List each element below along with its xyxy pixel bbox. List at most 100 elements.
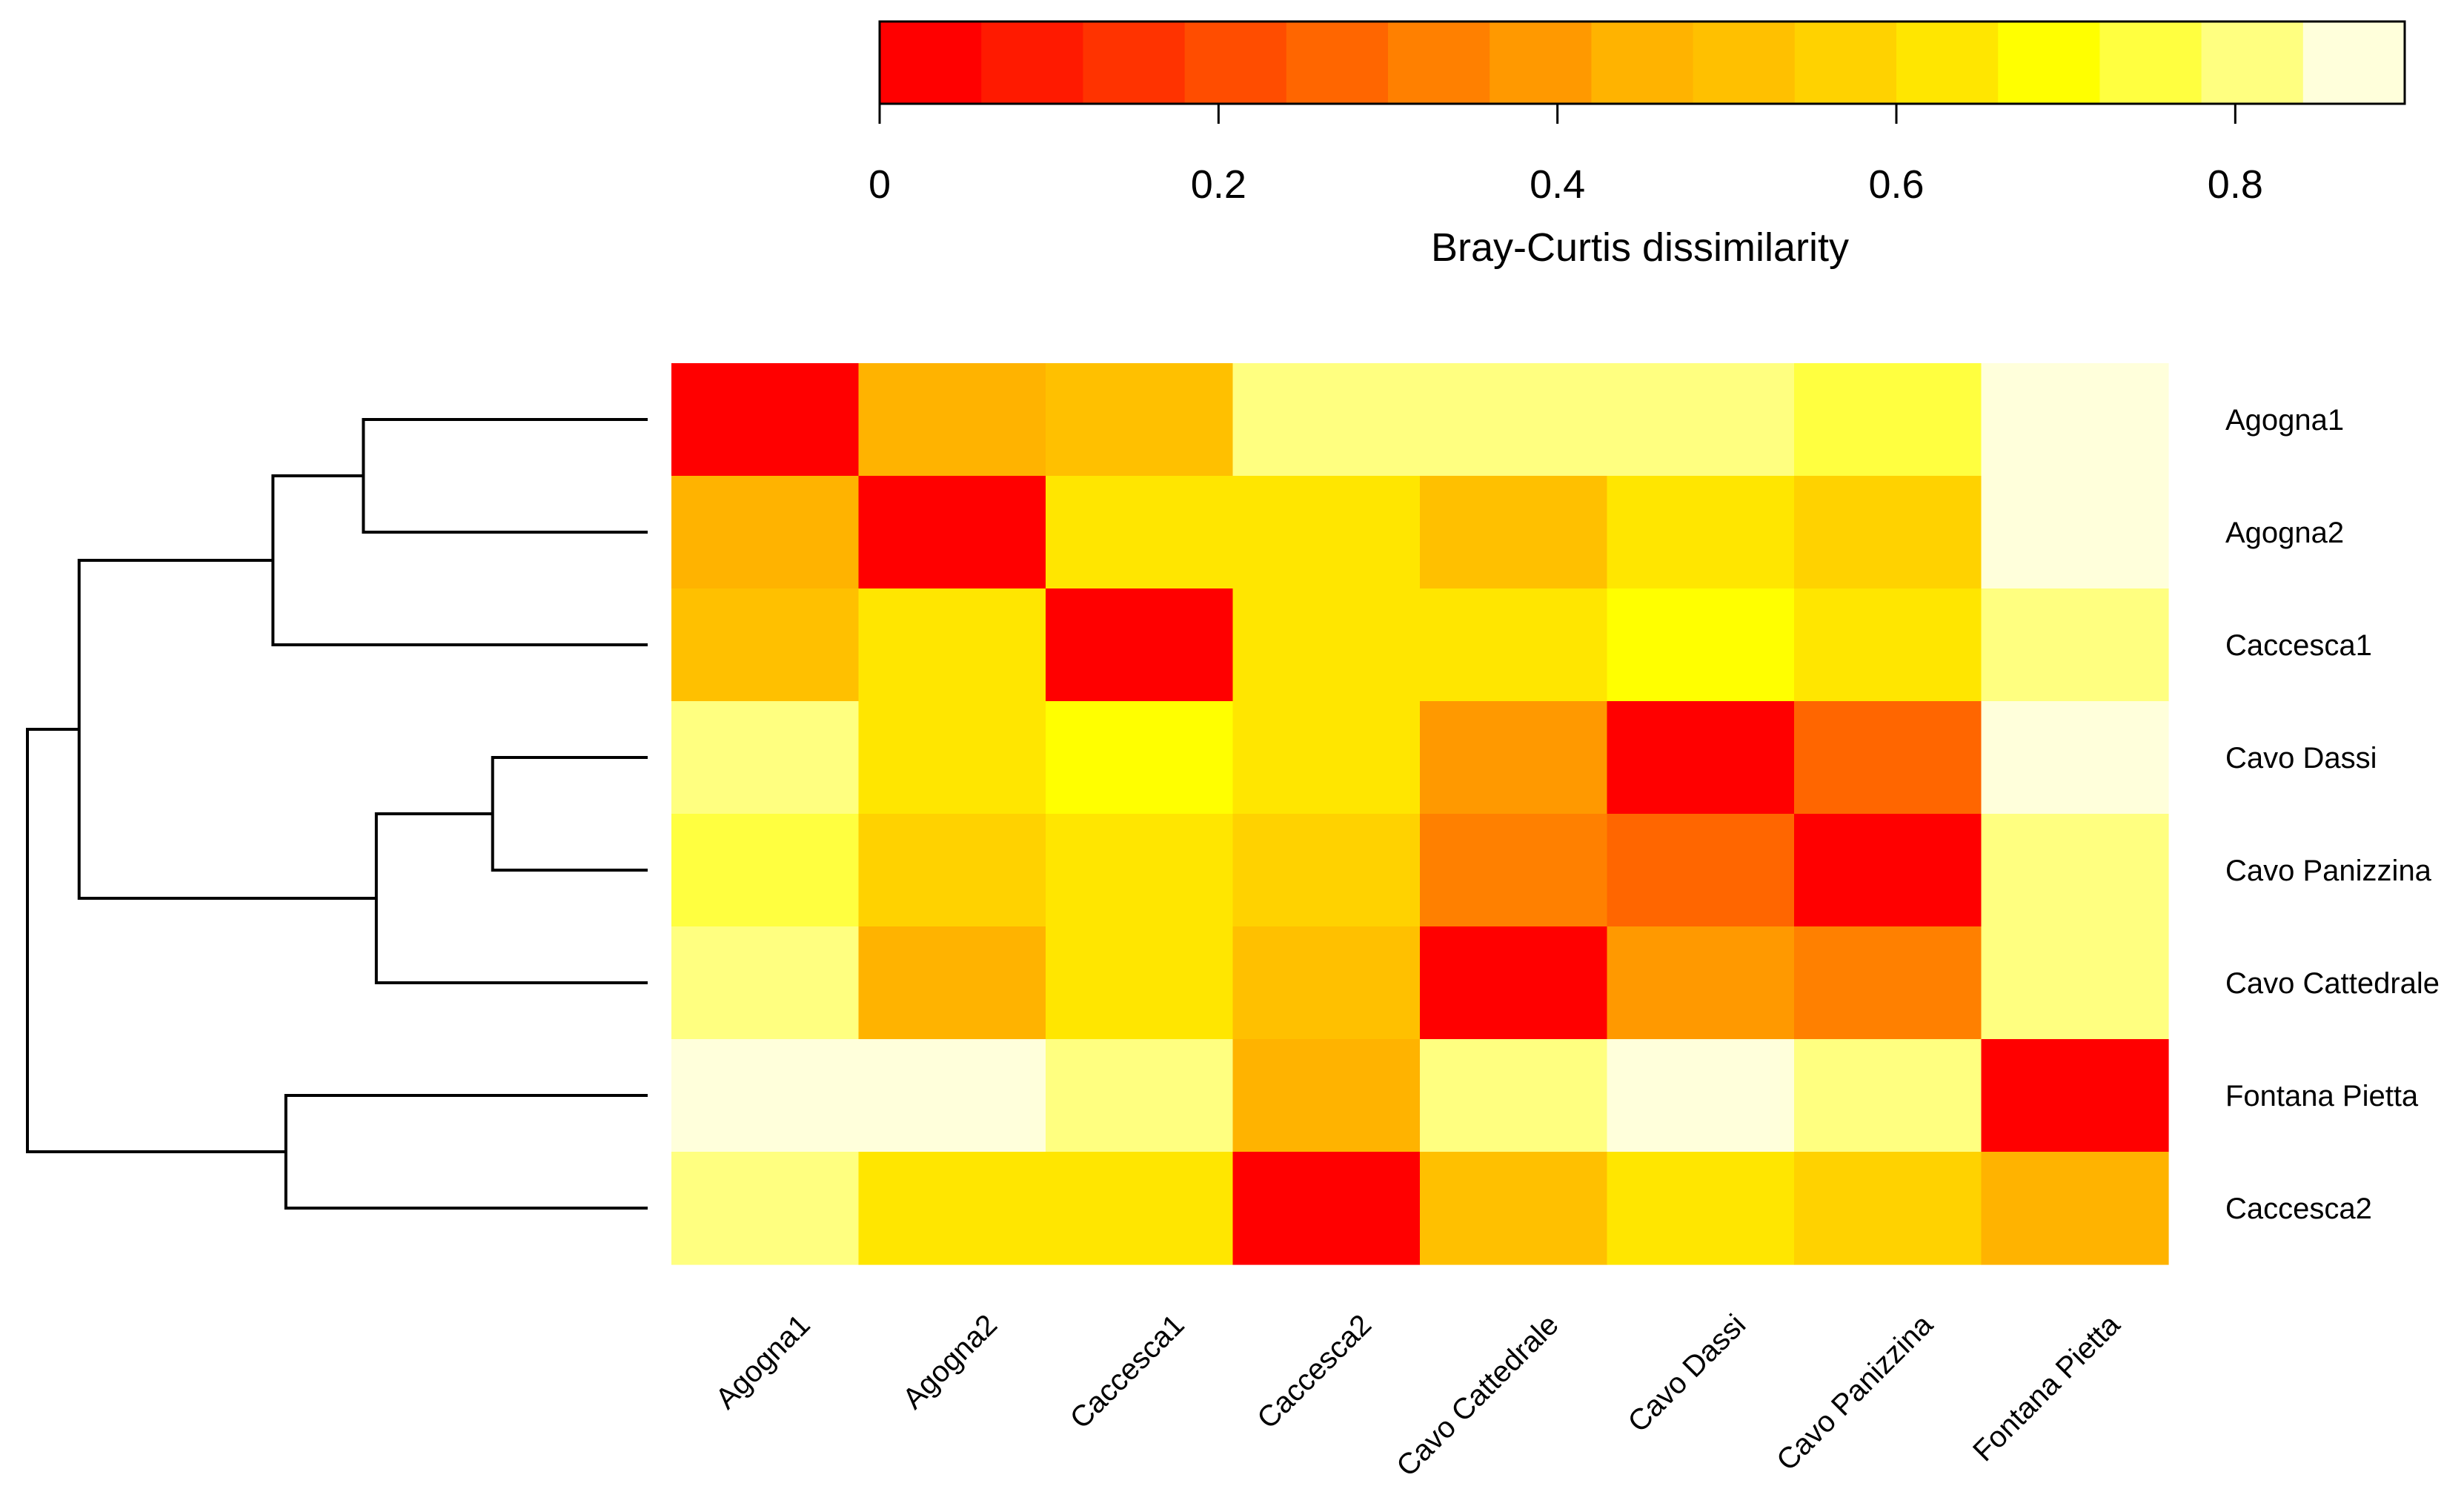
column-label: Cavo Dassi	[1622, 1308, 1753, 1439]
column-label: Caccesca2	[1251, 1308, 1378, 1435]
heatmap-cell	[1794, 814, 1982, 927]
heatmap-cell	[1046, 476, 1234, 589]
dendrogram-branch	[374, 812, 648, 984]
row-label: Agogna2	[2225, 517, 2344, 549]
heatmap-cell	[858, 926, 1046, 1040]
dendrogram-branch	[77, 559, 376, 900]
heatmap-cell	[1981, 701, 2169, 815]
colorbar-tick-label: 0.4	[1530, 162, 1585, 207]
heatmap-cell	[1607, 588, 1795, 702]
row-label: Cavo Dassi	[2225, 742, 2377, 775]
row-labels: Agogna1 Agogna2 Caccesca1 Cavo Dassi Cavo Pa…	[2225, 404, 2440, 1225]
colorbar-segment	[2302, 21, 2405, 104]
heatmap-cell	[1046, 701, 1234, 815]
heatmap-grid	[671, 363, 2169, 1265]
heatmap-cell	[1232, 1039, 1421, 1153]
heatmap-cell	[1981, 1152, 2169, 1265]
heatmap-cell	[1794, 1152, 1982, 1265]
heatmap-cell	[1420, 701, 1608, 815]
heatmap-cell	[1046, 1152, 1234, 1265]
heatmap-cell	[1420, 1152, 1608, 1265]
colorbar-segment	[1184, 21, 1287, 104]
colorbar: 0 0.2 0.4 0.6 0.8	[869, 20, 2406, 207]
heatmap-cell	[671, 588, 860, 702]
colorbar-segment	[1490, 21, 1592, 104]
heatmap-cell	[1981, 1039, 2169, 1153]
heatmap-cell	[1232, 926, 1421, 1040]
heatmap-cell	[1607, 1152, 1795, 1265]
colorbar-segment	[1083, 21, 1186, 104]
heatmap-cell	[1232, 588, 1421, 702]
column-label: Caccesca1	[1064, 1308, 1191, 1435]
heatmap-cell	[1420, 363, 1608, 477]
row-label: Caccesca2	[2225, 1193, 2372, 1225]
row-label: Agogna1	[2225, 404, 2344, 437]
colorbar-segment	[1591, 21, 1694, 104]
colorbar-tick-label: 0.8	[2208, 162, 2263, 207]
row-label: Fontana Pietta	[2225, 1080, 2419, 1112]
heatmap-cell	[1420, 588, 1608, 702]
heatmap-cell	[1981, 363, 2169, 477]
colorbar-tick-label: 0	[869, 162, 891, 207]
column-label: Cavo Panizzina	[1770, 1308, 1939, 1477]
dendrogram-branch	[491, 756, 648, 872]
heatmap-cell	[858, 814, 1046, 927]
heatmap-cell	[1232, 814, 1421, 927]
heatmap-cell	[1420, 476, 1608, 589]
heatmap-cell	[1607, 814, 1795, 927]
heatmap-cell	[1981, 476, 2169, 589]
colorbar-segment	[1998, 21, 2100, 104]
colorbar-segment	[2099, 21, 2202, 104]
heatmap-cell	[671, 926, 860, 1040]
heatmap-cell	[671, 1039, 860, 1153]
heatmap-cell	[671, 701, 860, 815]
heatmap-cell	[1046, 588, 1234, 702]
heatmap-cell	[1794, 1039, 1982, 1153]
row-label: Caccesca1	[2225, 629, 2372, 662]
colorbar-border	[878, 20, 2406, 105]
heatmap-cell	[1046, 1039, 1234, 1153]
heatmap-cell	[1981, 588, 2169, 702]
dendrogram-branch	[271, 474, 648, 646]
heatmap-cell	[1794, 926, 1982, 1040]
colorbar-tick-label: 0.6	[1868, 162, 1924, 207]
heatmap-cell	[1420, 1039, 1608, 1153]
dendrogram-branch	[284, 1094, 648, 1210]
heatmap-cell	[1046, 814, 1234, 927]
heatmap-cell	[1794, 476, 1982, 589]
heatmap-cell	[671, 1152, 860, 1265]
colorbar-segment	[1388, 21, 1490, 104]
heatmap-cell	[1232, 476, 1421, 589]
heatmap-cell	[858, 363, 1046, 477]
colorbar-segment	[1896, 21, 1999, 104]
row-dendrogram	[26, 418, 648, 1210]
heatmap-cell	[1981, 926, 2169, 1040]
heatmap-cell	[858, 588, 1046, 702]
dendrogram-branch	[26, 728, 286, 1153]
dendrogram-branch	[362, 418, 648, 534]
row-label: Cavo Panizzina	[2225, 855, 2432, 887]
heatmap-cell	[858, 701, 1046, 815]
colorbar-segment	[981, 21, 1083, 104]
colorbar-segment	[1693, 21, 1796, 104]
heatmap-cell	[671, 363, 860, 477]
row-label: Cavo Cattedrale	[2225, 967, 2440, 1000]
heatmap-cell	[1607, 1039, 1795, 1153]
heatmap-cell	[1420, 926, 1608, 1040]
heatmap-cell	[858, 1152, 1046, 1265]
colorbar-label: Bray-Curtis dissimilarity	[1431, 225, 1849, 270]
column-labels: Agogna1 Agogna2 Caccesca1 Caccesca2 Cavo Cat…	[709, 1308, 2126, 1483]
colorbar-segment	[880, 21, 982, 104]
heatmap-cell	[1794, 588, 1982, 702]
heatmap-cell	[1607, 363, 1795, 477]
heatmap-cell	[671, 476, 860, 589]
column-label: Cavo Cattedrale	[1390, 1308, 1564, 1482]
column-label: Agogna2	[897, 1308, 1003, 1415]
colorbar-tick-label: 0.2	[1191, 162, 1246, 207]
heatmap-cell	[1794, 701, 1982, 815]
heatmap-cell	[1420, 814, 1608, 927]
heatmap-cell	[1607, 926, 1795, 1040]
colorbar-segment	[2201, 21, 2304, 104]
heatmap-cell	[1232, 701, 1421, 815]
